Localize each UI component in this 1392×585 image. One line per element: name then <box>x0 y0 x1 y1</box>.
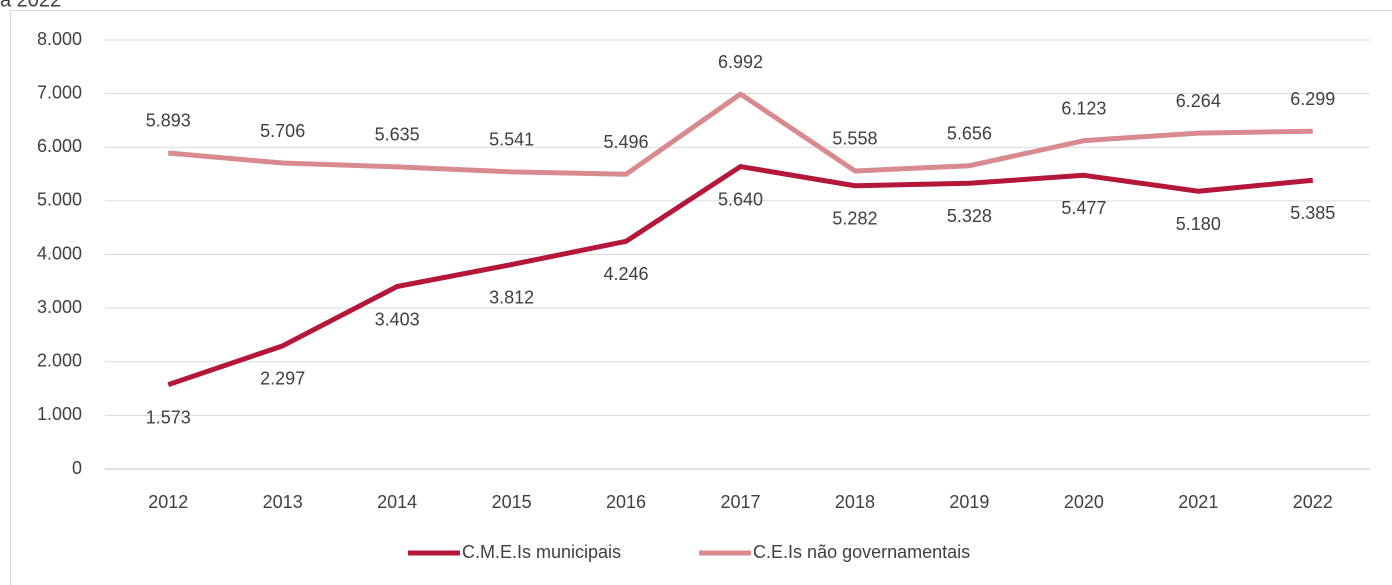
series-line <box>168 91 1313 177</box>
data-label: 5.328 <box>947 206 992 226</box>
data-label: 5.541 <box>489 130 534 150</box>
y-tick-label: 2.000 <box>37 351 82 371</box>
chart-title: a 2022 <box>0 0 61 11</box>
x-tick-label: 2020 <box>1064 492 1104 512</box>
x-tick-label: 2022 <box>1293 492 1333 512</box>
data-label: 5.558 <box>832 129 877 149</box>
data-label: 3.403 <box>375 309 420 329</box>
y-tick-label: 6.000 <box>37 136 82 156</box>
x-tick-label: 2017 <box>720 492 760 512</box>
data-label: 5.640 <box>718 189 763 209</box>
x-tick-label: 2013 <box>263 492 303 512</box>
x-tick-label: 2021 <box>1178 492 1218 512</box>
data-label: 5.635 <box>375 125 420 145</box>
y-tick-label: 1.000 <box>37 404 82 424</box>
data-label: 6.299 <box>1290 89 1335 109</box>
data-label: 5.477 <box>1061 198 1106 218</box>
data-label: 5.706 <box>260 121 305 141</box>
y-tick-label: 3.000 <box>37 297 82 317</box>
legend-label: C.M.E.Is municipais <box>462 542 621 562</box>
x-tick-label: 2016 <box>606 492 646 512</box>
data-label: 5.385 <box>1290 203 1335 223</box>
data-label: 5.656 <box>947 123 992 143</box>
data-label: 5.893 <box>146 111 191 131</box>
data-label: 5.282 <box>832 209 877 229</box>
y-tick-label: 8.000 <box>37 29 82 49</box>
chart-border <box>10 10 1392 585</box>
y-tick-label: 0 <box>72 458 82 478</box>
data-label: 5.496 <box>604 132 649 152</box>
data-label: 6.992 <box>718 52 763 72</box>
data-label: 2.297 <box>260 369 305 389</box>
data-label: 5.180 <box>1176 214 1221 234</box>
y-tick-label: 7.000 <box>37 82 82 102</box>
data-label: 3.812 <box>489 287 534 307</box>
x-tick-label: 2014 <box>377 492 417 512</box>
data-label: 4.246 <box>604 264 649 284</box>
x-tick-label: 2015 <box>492 492 532 512</box>
y-tick-label: 5.000 <box>37 190 82 210</box>
x-tick-label: 2018 <box>835 492 875 512</box>
x-tick-label: 2019 <box>949 492 989 512</box>
series-line <box>167 164 1314 388</box>
legend-label: C.E.Is não governamentais <box>753 542 970 562</box>
data-label: 1.573 <box>146 407 191 427</box>
data-label: 6.264 <box>1176 91 1221 111</box>
data-label: 6.123 <box>1061 98 1106 118</box>
x-tick-label: 2012 <box>148 492 188 512</box>
y-tick-label: 4.000 <box>37 243 82 263</box>
